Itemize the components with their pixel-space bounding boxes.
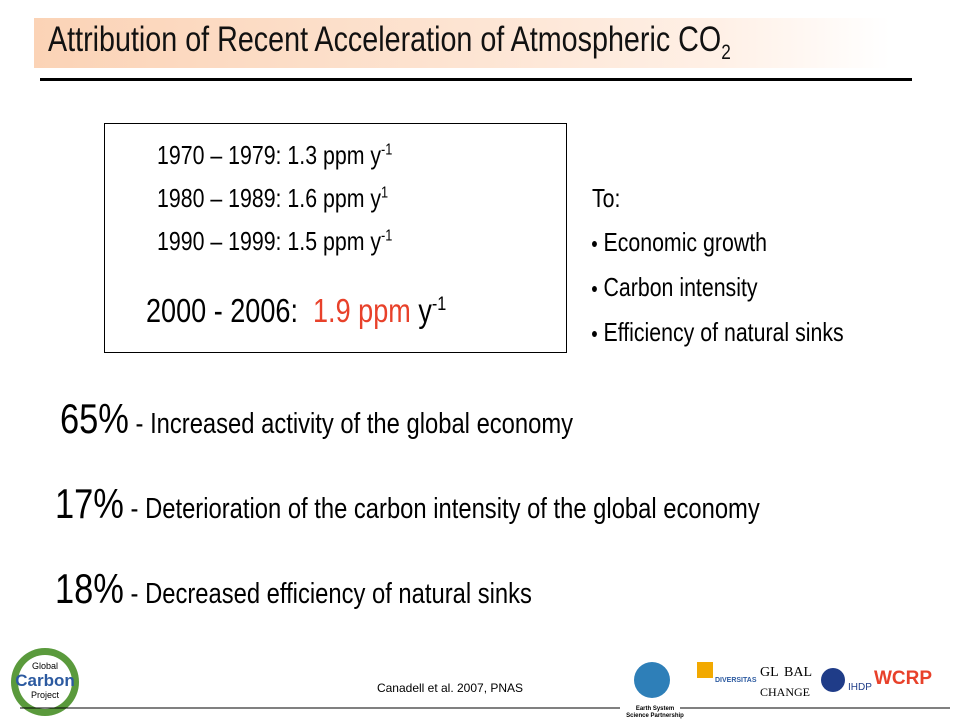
logo-text: Science Partnership — [626, 713, 684, 719]
footer: Global Carbon Project Canadell et al. 20… — [11, 648, 950, 719]
logo-text: DIVERSITAS — [715, 677, 757, 684]
title-text: Attribution of Recent Acceleration of At… — [48, 20, 722, 59]
rate: 1.6 ppm y — [287, 183, 382, 213]
bullet — [592, 331, 597, 338]
rate-row: 1980 – 1989: 1.6 ppm y1 — [157, 183, 388, 214]
percent: 65% — [60, 395, 129, 442]
driver-text: Efficiency of natural sinks — [603, 317, 844, 347]
period: 1970 – 1979: — [157, 140, 282, 170]
logo-text: GL — [760, 665, 779, 680]
attribution-text: - Increased activity of the global econo… — [135, 408, 574, 440]
logo-text: IHDP — [848, 682, 872, 693]
driver-item: Efficiency of natural sinks — [592, 317, 844, 348]
rate: 1.3 ppm y — [287, 140, 382, 170]
period: 1990 – 1999: — [157, 226, 282, 256]
logo-text: Carbon — [15, 671, 75, 690]
title: Attribution of Recent Acceleration of At… — [48, 20, 731, 65]
exponent: 1 — [381, 184, 389, 202]
driver-text: Economic growth — [603, 227, 768, 257]
exponent: -1 — [381, 227, 393, 245]
rate-box — [104, 123, 567, 353]
percent: 17% — [55, 480, 124, 527]
exponent: -1 — [381, 141, 393, 159]
logo-text: WCRP — [874, 668, 932, 689]
logo-text: BAL — [784, 665, 812, 680]
logo-globe — [821, 668, 845, 692]
drivers-heading: To: — [592, 183, 621, 213]
bullet — [592, 241, 597, 248]
period: 2000 - 2006: — [146, 292, 298, 329]
rate: 1.5 ppm y — [287, 226, 382, 256]
driver-item: Economic growth — [592, 227, 767, 258]
driver-item: Carbon intensity — [592, 272, 758, 303]
title-rule — [40, 78, 912, 81]
title-band — [34, 18, 890, 68]
citation: Canadell et al. 2007, PNAS — [377, 681, 523, 695]
highlight-row: 2000 - 2006: 1.9 ppm y-1 — [146, 292, 446, 330]
rate-row: 1990 – 1999: 1.5 ppm y-1 — [157, 226, 392, 257]
unit: y — [418, 292, 432, 329]
logo-inner — [18, 655, 72, 709]
percent: 18% — [55, 565, 124, 612]
attribution: 17% - Deterioration of the carbon intens… — [55, 480, 760, 528]
logo-text: Project — [31, 690, 60, 700]
driver-text: Carbon intensity — [603, 272, 758, 302]
attribution: 18% - Decreased efficiency of natural si… — [55, 565, 532, 613]
logo-text: Global — [32, 661, 58, 671]
attribution-text: - Deterioration of the carbon intensity … — [130, 493, 760, 525]
period: 1980 – 1989: — [157, 183, 282, 213]
logo-text: Earth System — [636, 706, 674, 712]
logo-square — [697, 662, 713, 678]
highlight-rate: 1.9 ppm — [313, 292, 411, 329]
rate-row: 1970 – 1979: 1.3 ppm y-1 — [157, 140, 392, 171]
attribution-text: - Decreased efficiency of natural sinks — [130, 578, 532, 610]
logo-globe — [634, 662, 670, 698]
title-subscript: 2 — [721, 41, 731, 64]
bullet — [592, 286, 597, 293]
logo-text: CHANGE — [760, 685, 810, 699]
exponent: -1 — [431, 293, 447, 315]
attribution: 65% - Increased activity of the global e… — [60, 395, 573, 443]
